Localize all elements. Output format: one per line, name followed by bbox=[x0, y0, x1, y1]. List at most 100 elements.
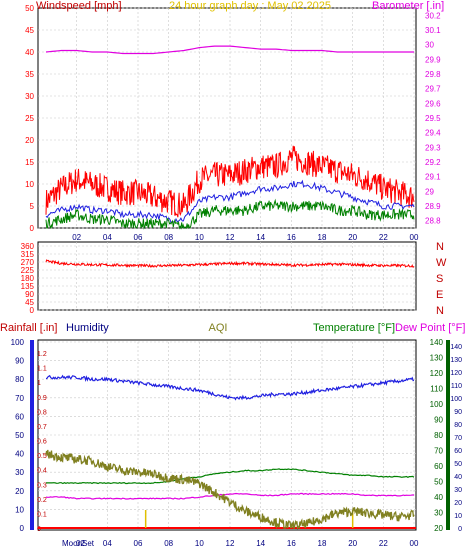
time-tick-label: 14 bbox=[256, 233, 265, 242]
far-axis-tick-label: 100 bbox=[450, 396, 462, 403]
barometer-tick-label: 29.4 bbox=[425, 129, 441, 138]
windspeed-axis-label: Windspeed [mph] bbox=[36, 0, 122, 12]
temperature-tick-label: 140 bbox=[430, 338, 444, 347]
barometer-tick-label: 30 bbox=[425, 41, 434, 50]
barometer-tick-label: 29.5 bbox=[425, 114, 441, 123]
climate-series bbox=[38, 374, 416, 530]
rain-tick-label: 1.2 bbox=[37, 351, 47, 358]
time-tick-label: 18 bbox=[318, 539, 327, 548]
temperature-axis-ticks: 140 130 120 110 100 90 80 70 60 50 40 30 20 bbox=[430, 338, 444, 533]
time-tick-label: 06 bbox=[134, 539, 143, 548]
rain-tick-label: 0.7 bbox=[37, 424, 47, 431]
barometer-tick-label: 29.9 bbox=[425, 55, 441, 64]
wind-series-line-blue bbox=[45, 179, 415, 224]
far-axis-tick-label: 130 bbox=[450, 357, 462, 364]
temperature-tick-label: 100 bbox=[430, 400, 444, 409]
time-tick-label: 22 bbox=[379, 539, 388, 548]
time-tick-label: 16 bbox=[287, 539, 296, 548]
time-tick-label: 12 bbox=[226, 233, 235, 242]
compass-label: W bbox=[436, 257, 447, 269]
far-axis-tick-label: 20 bbox=[454, 500, 462, 507]
moon-label: Moon bbox=[62, 539, 82, 548]
humidity-tick-label: 60 bbox=[15, 412, 24, 421]
direction-panel-grid bbox=[38, 242, 416, 311]
windspeed-tick-label: 5 bbox=[30, 202, 35, 211]
direction-degree-label: 135 bbox=[21, 282, 35, 291]
time-tick-label: 16 bbox=[287, 233, 296, 242]
rain-axis-bar bbox=[30, 340, 34, 530]
climate-series-line-magenta bbox=[45, 492, 414, 500]
time-tick-label: 14 bbox=[256, 539, 265, 548]
time-tick-label: 12 bbox=[226, 539, 235, 548]
far-axis-tick-label: 0 bbox=[458, 526, 462, 533]
wind-panel-grid bbox=[38, 7, 416, 229]
time-tick-label: 20 bbox=[348, 233, 357, 242]
far-axis-tick-label: 120 bbox=[450, 370, 462, 377]
rain-tick-label: 0.5 bbox=[37, 453, 47, 460]
time-tick-label: 02 bbox=[76, 539, 85, 548]
temperature-tick-label: 110 bbox=[430, 385, 443, 394]
graph-title: 24 hour graph day : May 02 2025 bbox=[169, 0, 331, 12]
far-axis-tick-label: 70 bbox=[454, 435, 462, 442]
climate-series-line-green bbox=[45, 468, 415, 485]
humidity-axis-label: Humidity bbox=[66, 322, 109, 334]
compass-label: E bbox=[436, 289, 443, 301]
temperature-tick-label: 50 bbox=[434, 478, 443, 487]
wind-series-line-green bbox=[45, 198, 415, 230]
barometer-tick-label: 30.2 bbox=[425, 11, 441, 20]
temperature-tick-label: 70 bbox=[434, 447, 443, 456]
temperature-tick-label: 80 bbox=[434, 431, 443, 440]
humidity-tick-label: 40 bbox=[15, 450, 24, 459]
temperature-tick-label: 20 bbox=[434, 524, 443, 533]
aqi-label: AQI bbox=[209, 322, 228, 334]
rain-tick-label: 0 bbox=[37, 526, 41, 533]
temperature-tick-label: 130 bbox=[430, 354, 444, 363]
humidity-tick-label: 10 bbox=[15, 505, 24, 514]
humidity-tick-label: 0 bbox=[20, 524, 25, 533]
windspeed-tick-label: 10 bbox=[25, 180, 34, 189]
windspeed-tick-label: 35 bbox=[25, 70, 34, 79]
far-axis-tick-label: 140 bbox=[450, 344, 462, 351]
far-axis-tick-label: 60 bbox=[454, 448, 462, 455]
time-tick-label: 08 bbox=[164, 539, 173, 548]
wind-series-line-red bbox=[45, 145, 415, 218]
moonset-label: Set bbox=[82, 539, 95, 548]
humidity-tick-label: 80 bbox=[15, 375, 24, 384]
wind-time-axis-ticks: 02 04 06 08 10 12 14 16 18 20 22 00 bbox=[72, 233, 419, 242]
barometer-tick-label: 28.8 bbox=[425, 217, 441, 226]
far-axis-tick-label: 80 bbox=[454, 422, 462, 429]
time-tick-label: 06 bbox=[134, 233, 143, 242]
rain-tick-label: 0.1 bbox=[37, 511, 47, 518]
rain-tick-label: 0.2 bbox=[37, 497, 47, 504]
barometer-tick-label: 30.1 bbox=[425, 26, 441, 35]
temperature-tick-label: 30 bbox=[434, 509, 443, 518]
barometer-axis-ticks: 30.2 30.1 30 29.9 29.8 29.7 29.6 29.5 29.4 29.3 29… bbox=[425, 11, 441, 225]
direction-degree-label: 360 bbox=[21, 242, 35, 251]
climate-series-line-blue bbox=[46, 374, 415, 401]
windspeed-tick-label: 0 bbox=[30, 224, 35, 233]
rain-axis-ticks: 1.2 1.1 1 0.9 0.8 0.7 0.6 0.5 0.4 0.3 0.2 0.1 0 bbox=[37, 351, 47, 533]
direction-degree-label: 90 bbox=[25, 290, 34, 299]
wind-series-line-magenta bbox=[45, 45, 414, 55]
time-tick-label: 08 bbox=[164, 233, 173, 242]
humidity-tick-label: 100 bbox=[11, 338, 25, 347]
humidity-tick-label: 30 bbox=[15, 468, 24, 477]
dewpoint-axis-label: Dew Point [°F] bbox=[395, 322, 465, 334]
windspeed-tick-label: 20 bbox=[25, 136, 34, 145]
time-tick-label: 18 bbox=[318, 233, 327, 242]
far-axis-tick-label: 90 bbox=[454, 409, 462, 416]
direction-degree-label: 45 bbox=[25, 298, 34, 307]
compass-label: N bbox=[436, 305, 444, 317]
barometer-axis-label: Barometer [.in] bbox=[372, 0, 444, 12]
direction-panel-frame bbox=[37, 241, 417, 311]
rain-tick-label: 1 bbox=[37, 380, 41, 387]
windspeed-tick-label: 45 bbox=[25, 26, 34, 35]
rain-tick-label: 0.6 bbox=[37, 439, 47, 446]
rain-tick-label: 0.4 bbox=[37, 468, 47, 475]
